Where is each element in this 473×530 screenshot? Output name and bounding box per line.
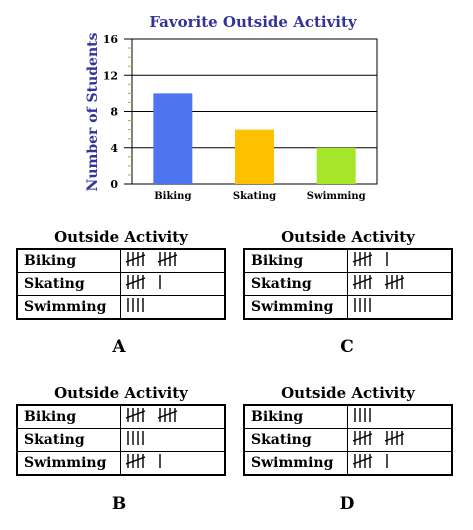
chart-bars — [153, 93, 356, 184]
tally-table: Biking Skating Swimming — [243, 404, 453, 476]
y-tick-label: 0 — [110, 178, 118, 191]
table-row: Skating — [243, 272, 453, 296]
bar-swimming — [316, 147, 356, 184]
tally-icon — [125, 408, 178, 422]
tally-table: Biking Skating Swimming — [16, 404, 226, 476]
tally-cross-stroke — [125, 254, 146, 263]
table-row: Skating — [16, 428, 226, 452]
option-d-letter[interactable]: D — [339, 494, 355, 514]
tally-marks — [347, 248, 453, 273]
option-d-table-block: Outside Activity Biking Skating Swimming — [243, 382, 453, 476]
tally-cross-stroke — [125, 410, 146, 419]
tally-icon — [127, 431, 144, 445]
tally-marks — [120, 272, 226, 296]
y-tick-label: 8 — [110, 106, 118, 119]
tally-cross-stroke — [352, 433, 373, 442]
tally-cross-stroke — [352, 277, 373, 286]
tally-marks — [120, 248, 226, 273]
tally-icon — [125, 252, 178, 266]
tally-cross-stroke — [125, 456, 146, 465]
tally-cross-stroke — [125, 277, 146, 286]
row-label: Skating — [243, 272, 348, 296]
table-row: Biking — [243, 404, 453, 429]
row-label: Biking — [16, 248, 121, 273]
row-label: Skating — [16, 272, 121, 296]
tally-marks — [347, 451, 453, 476]
tally-icon — [354, 408, 371, 422]
y-tick-label: 16 — [103, 33, 119, 46]
tally-cross-stroke — [352, 254, 373, 263]
x-tick-label: Swimming — [307, 191, 366, 202]
option-a-table-block: Outside Activity Biking Skating Swimming — [16, 226, 226, 320]
table-row: Swimming — [16, 295, 226, 320]
tally-icon — [125, 454, 161, 468]
option-title: Outside Activity — [281, 384, 415, 402]
row-label: Biking — [243, 248, 348, 273]
chart-title: Favorite Outside Activity — [149, 13, 358, 31]
table-row: Skating — [16, 272, 226, 296]
row-label: Biking — [16, 404, 121, 429]
tally-marks — [347, 272, 453, 296]
bar-biking — [153, 93, 193, 184]
tally-cross-stroke — [157, 410, 178, 419]
tally-icon — [125, 275, 161, 289]
row-label: Skating — [243, 428, 348, 452]
option-title: Outside Activity — [54, 384, 188, 402]
option-b-letter[interactable]: B — [111, 494, 127, 514]
row-label: Swimming — [16, 451, 121, 476]
bar-chart: Favorite Outside Activity Number of Stud… — [85, 13, 378, 202]
option-c-table-block: Outside Activity Biking Skating Swimming — [243, 226, 453, 320]
tally-cross-stroke — [157, 254, 178, 263]
option-title: Outside Activity — [54, 228, 188, 246]
tally-marks — [120, 404, 226, 429]
table-row: Swimming — [243, 451, 453, 476]
table-row: Biking — [16, 404, 226, 429]
y-tick-label: 4 — [110, 142, 118, 155]
chart-category-labels: Biking Skating Swimming — [154, 191, 365, 202]
tally-marks — [120, 295, 226, 320]
row-label: Skating — [16, 428, 121, 452]
tally-marks — [120, 428, 226, 452]
tally-icon — [127, 298, 144, 312]
tally-icon — [352, 454, 388, 468]
option-c-letter[interactable]: C — [340, 337, 354, 357]
tally-icon — [352, 275, 405, 289]
tally-marks — [347, 404, 453, 429]
tally-table: Biking Skating Swimming — [16, 248, 226, 320]
chart-ticks: 0 4 8 12 16 — [103, 33, 132, 191]
row-label: Swimming — [16, 295, 121, 320]
tally-icon — [352, 252, 388, 266]
table-row: Swimming — [16, 451, 226, 476]
tally-icon — [354, 298, 371, 312]
row-label: Swimming — [243, 451, 348, 476]
bar-skating — [235, 129, 274, 184]
tally-marks — [347, 295, 453, 320]
table-row: Biking — [243, 248, 453, 273]
row-label: Swimming — [243, 295, 348, 320]
tally-cross-stroke — [384, 277, 405, 286]
option-b-table-block: Outside Activity Biking Skating Swimming — [16, 382, 226, 476]
tally-cross-stroke — [384, 433, 405, 442]
row-label: Biking — [243, 404, 348, 429]
tally-marks — [347, 428, 453, 452]
option-title: Outside Activity — [281, 228, 415, 246]
x-tick-label: Biking — [154, 191, 191, 202]
table-row: Biking — [16, 248, 226, 273]
y-axis-label: Number of Students — [85, 32, 101, 191]
option-a-letter[interactable]: A — [112, 337, 126, 357]
y-tick-label: 12 — [103, 69, 118, 82]
table-row: Swimming — [243, 295, 453, 320]
x-tick-label: Skating — [233, 191, 276, 202]
tally-icon — [352, 431, 405, 445]
tally-cross-stroke — [352, 456, 373, 465]
tally-table: Biking Skating Swimming — [243, 248, 453, 320]
tally-marks — [120, 451, 226, 476]
table-row: Skating — [243, 428, 453, 452]
